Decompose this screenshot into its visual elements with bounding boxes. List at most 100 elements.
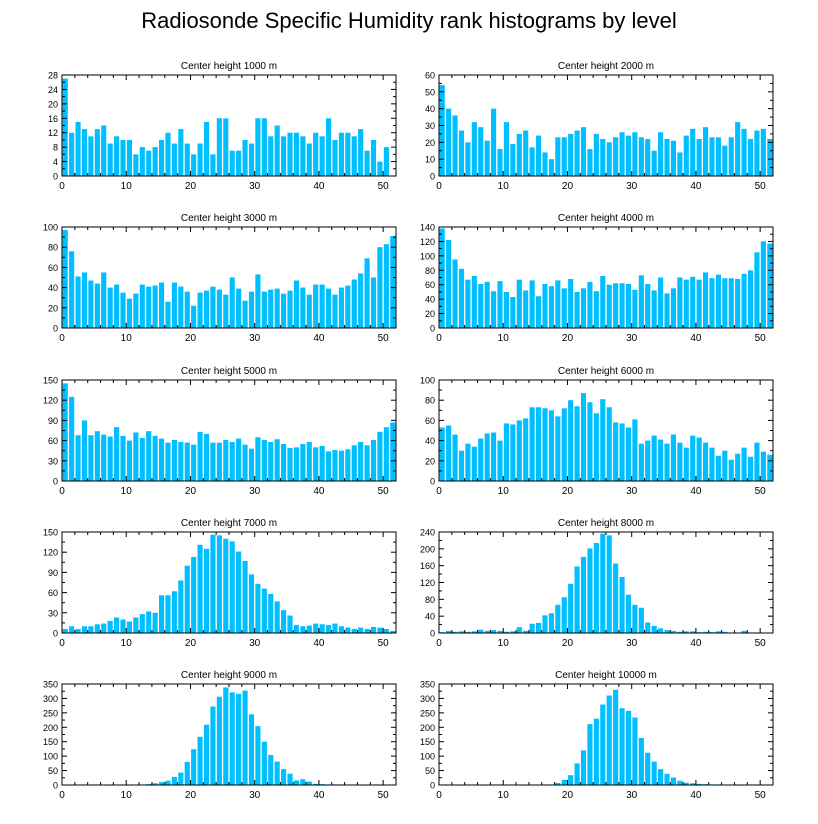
histogram-bar xyxy=(516,133,522,176)
plot-frame xyxy=(61,531,397,634)
histogram-bar xyxy=(139,437,145,481)
histogram-bar xyxy=(670,777,677,785)
histogram-bar xyxy=(325,624,332,633)
x-tick-label: 40 xyxy=(313,333,325,344)
histogram-bar xyxy=(735,453,741,481)
histogram-bar xyxy=(658,277,664,328)
histogram-bar xyxy=(210,706,216,785)
histogram-bar xyxy=(364,150,370,176)
histogram-bar xyxy=(702,442,709,481)
histogram-bar xyxy=(351,628,357,633)
histogram-bar xyxy=(747,138,754,176)
histogram-bar xyxy=(165,301,171,328)
x-tick-label: 20 xyxy=(185,333,197,344)
y-tick-label: 0 xyxy=(53,324,58,334)
histogram-bar xyxy=(568,400,574,481)
histogram-bar xyxy=(88,435,94,481)
panel-title: Center height 5000 m xyxy=(181,366,277,377)
histogram-bar xyxy=(101,434,107,481)
chart-panel: Center height 5000 m 0 10 20 30 40 50 0 30 60 90 12… xyxy=(43,366,397,497)
histogram-bar xyxy=(293,780,300,785)
histogram-bar xyxy=(261,291,267,328)
histogram-bar xyxy=(191,444,197,481)
histogram-bar xyxy=(664,443,670,481)
x-tick-label: 30 xyxy=(249,638,261,649)
y-tick-label: 12 xyxy=(48,128,58,138)
y-tick-label: 150 xyxy=(43,737,58,747)
histogram-bar xyxy=(313,284,319,328)
y-tick-label: 100 xyxy=(43,752,58,762)
histogram-bar xyxy=(126,298,133,328)
histogram-bar xyxy=(255,274,261,328)
histogram-bar xyxy=(287,290,293,328)
histogram-bar xyxy=(683,447,689,481)
histogram-bar xyxy=(587,724,593,785)
histogram-bar xyxy=(735,122,741,176)
histogram-bar xyxy=(632,717,638,785)
histogram-bar xyxy=(274,288,280,328)
histogram-bar xyxy=(197,292,203,328)
histogram-bar xyxy=(274,601,280,633)
histogram-bar xyxy=(236,693,242,785)
x-tick-label: 0 xyxy=(59,638,65,649)
histogram-bar xyxy=(351,445,357,481)
y-tick-label: 150 xyxy=(43,376,58,386)
histogram-bar xyxy=(197,143,203,176)
histogram-bar xyxy=(210,442,216,481)
histogram-bar xyxy=(491,108,497,176)
panel-title: Center height 10000 m xyxy=(555,670,657,681)
histogram-bar xyxy=(465,279,471,328)
histogram-bar xyxy=(446,108,452,176)
chart-panel: Center height 10000 m 0 10 20 30 40 50 0 50 100 15… xyxy=(420,670,774,801)
x-tick-label: 40 xyxy=(313,790,325,801)
histogram-bar xyxy=(542,408,548,481)
histogram-bar xyxy=(632,132,638,176)
histogram-bar xyxy=(107,436,113,481)
histogram-bar xyxy=(171,282,177,328)
x-tick-label: 10 xyxy=(121,333,133,344)
x-tick-label: 0 xyxy=(59,181,65,192)
histogram-bar xyxy=(760,241,766,328)
histogram-bar xyxy=(638,737,644,785)
histogram-bar xyxy=(722,631,728,633)
x-tick-label: 40 xyxy=(690,790,702,801)
histogram-bar xyxy=(203,121,210,176)
histogram-bar xyxy=(510,424,516,481)
histogram-bar xyxy=(287,773,293,785)
histogram-bar xyxy=(293,280,300,328)
histogram-bar xyxy=(722,278,728,328)
histogram-bar xyxy=(210,154,216,176)
histogram-bar xyxy=(75,276,81,328)
histogram-bar xyxy=(478,438,484,481)
y-tick-label: 120 xyxy=(420,578,435,588)
y-tick-label: 20 xyxy=(48,303,58,313)
histogram-bar xyxy=(229,692,235,785)
histogram-bar xyxy=(670,140,677,176)
y-tick-label: 120 xyxy=(43,396,58,406)
histogram-bar xyxy=(364,258,370,328)
histogram-bar xyxy=(184,761,190,785)
histogram-bar xyxy=(670,434,677,481)
chart-panel: Center height 8000 m 0 10 20 30 40 50 0 40 80 120 1… xyxy=(420,518,774,649)
histogram-bar xyxy=(658,769,664,785)
histogram-bar xyxy=(383,427,389,481)
histogram-bar xyxy=(229,277,235,328)
histogram-bar xyxy=(478,629,484,633)
histogram-bar xyxy=(632,289,638,328)
x-tick-label: 10 xyxy=(121,790,133,801)
histogram-bar xyxy=(313,783,319,785)
histogram-bar xyxy=(255,726,261,785)
histogram-bar xyxy=(651,435,657,481)
y-tick-label: 28 xyxy=(48,71,58,81)
histogram-bar xyxy=(152,285,158,328)
y-tick-label: 60 xyxy=(48,588,58,598)
y-tick-label: 40 xyxy=(425,612,435,622)
x-tick-label: 40 xyxy=(690,181,702,192)
histogram-bar xyxy=(332,450,338,481)
histogram-bar xyxy=(351,279,357,328)
histogram-bar xyxy=(606,535,612,633)
histogram-bar xyxy=(358,441,364,481)
histogram-bar xyxy=(146,286,152,328)
histogram-bar xyxy=(287,132,293,176)
histogram-bar xyxy=(664,138,670,176)
